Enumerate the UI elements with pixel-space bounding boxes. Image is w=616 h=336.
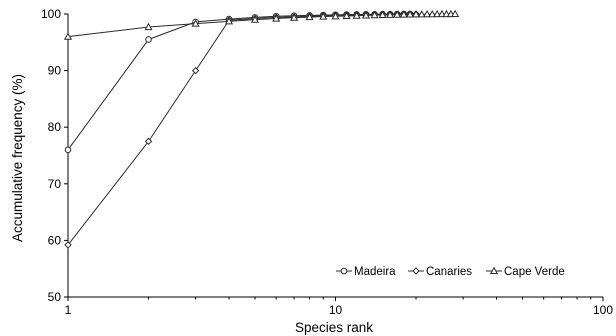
data-point-cape-verde [361, 11, 371, 19]
data-point-cape-verde [386, 10, 395, 18]
data-point-cape-verde [411, 10, 421, 18]
data-point-cape-verde [378, 10, 387, 19]
series-madeira [64, 10, 414, 154]
data-point-cape-verde [144, 22, 153, 31]
data-point-canaries [64, 241, 72, 249]
data-point-cape-verde [428, 9, 437, 18]
x-tick-label: 10 [329, 303, 343, 317]
data-point-cape-verde [305, 12, 314, 21]
data-point-madeira [64, 146, 72, 154]
data-point-cape-verde [319, 12, 328, 20]
data-point-canaries [144, 137, 153, 146]
legend-label-cape-verde: Cape Verde [504, 266, 565, 278]
series-canaries [64, 10, 420, 249]
series-line-cape-verde [67, 13, 456, 38]
legend-item-madeira: Madeira [336, 266, 396, 278]
legend-marker-canaries [412, 267, 420, 275]
data-point-cape-verde [191, 19, 200, 27]
legend-marker-cape-verde [489, 266, 499, 275]
data-point-cape-verde [250, 15, 260, 23]
x-axis-title: Species rank [295, 320, 373, 335]
x-tick-label: 1 [65, 303, 72, 317]
legend-item-canaries: Canaries [408, 266, 472, 278]
data-point-cape-verde [331, 12, 340, 20]
y-tick-label: 50 [48, 290, 62, 304]
legend-marker-madeira [340, 267, 348, 275]
data-point-cape-verde [393, 10, 402, 18]
y-tick-label: 60 [48, 233, 62, 247]
y-tick-label: 80 [48, 120, 62, 134]
data-point-cape-verde [406, 10, 415, 18]
data-point-cape-verde [225, 17, 234, 25]
series-line-madeira [67, 13, 411, 151]
legend-label-madeira: Madeira [354, 266, 396, 278]
data-point-cape-verde [451, 9, 460, 18]
data-point-cape-verde [370, 10, 379, 19]
data-point-cape-verde [290, 13, 299, 21]
legend-label-canaries: Canaries [426, 266, 472, 278]
data-point-cape-verde [272, 14, 281, 22]
data-point-cape-verde [399, 10, 408, 18]
data-point-cape-verde [63, 32, 73, 40]
data-point-cape-verde [433, 9, 442, 18]
data-point-cape-verde [423, 9, 432, 18]
y-tick-label: 90 [48, 64, 62, 78]
x-tick-label: 100 [593, 303, 613, 317]
y-axis-title: Accumulative frequency (%) [10, 74, 25, 242]
y-tick-label: 70 [48, 177, 62, 191]
series-line-canaries [67, 13, 417, 246]
data-point-madeira [145, 36, 152, 43]
data-point-canaries [191, 66, 200, 75]
data-point-cape-verde [352, 11, 361, 19]
series-layer [63, 9, 460, 249]
series-cape-verde [63, 9, 460, 40]
data-point-cape-verde [342, 11, 351, 20]
legend: Madeira Canaries Cape Verde [336, 266, 565, 278]
y-tick-label: 100 [41, 7, 61, 21]
legend-item-cape-verde: Cape Verde [486, 266, 565, 278]
data-point-cape-verde [417, 10, 426, 18]
